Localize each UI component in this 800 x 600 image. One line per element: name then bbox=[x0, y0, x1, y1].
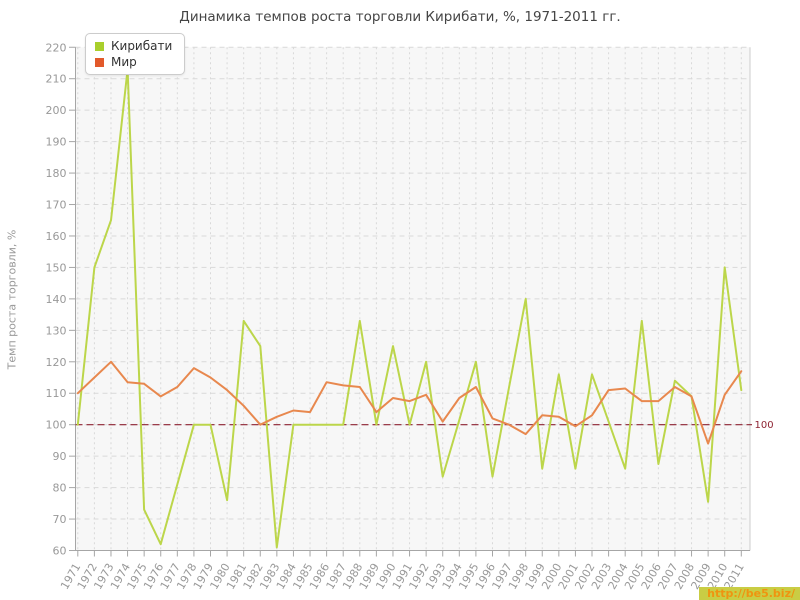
legend-swatch-icon bbox=[95, 41, 104, 51]
y-tick-label: 220 bbox=[46, 41, 67, 54]
chart-title: Динамика темпов роста торговли Кирибати,… bbox=[179, 9, 621, 25]
legend-swatch-icon bbox=[95, 57, 104, 67]
legend-item-0: Кирибати bbox=[95, 38, 172, 54]
y-tick-label: 120 bbox=[46, 356, 67, 369]
y-axis-title: Темп роста торговли, % bbox=[5, 229, 19, 370]
y-tick-label: 200 bbox=[46, 104, 67, 117]
y-tick-label: 180 bbox=[46, 167, 67, 180]
y-tick-label: 160 bbox=[46, 230, 67, 243]
y-tick-label: 130 bbox=[46, 324, 67, 337]
y-tick-label: 170 bbox=[46, 199, 67, 212]
watermark: http://be5.biz/ bbox=[699, 587, 800, 600]
legend: Кирибати Мир bbox=[85, 33, 186, 75]
legend-item-1: Мир bbox=[95, 54, 172, 70]
y-tick-label: 60 bbox=[53, 545, 67, 558]
legend-label: Кирибати bbox=[111, 39, 173, 53]
y-tick-label: 110 bbox=[46, 387, 67, 400]
y-tick-label: 100 bbox=[46, 419, 67, 432]
y-tick-label: 80 bbox=[53, 482, 67, 495]
legend-label: Мир bbox=[111, 55, 137, 69]
y-tick-label: 140 bbox=[46, 293, 67, 306]
y-tick-label: 90 bbox=[53, 450, 67, 463]
y-tick-label: 210 bbox=[46, 73, 67, 86]
y-tick-label: 190 bbox=[46, 136, 67, 149]
y-tick-label: 150 bbox=[46, 261, 67, 274]
reference-line-label: 100 bbox=[755, 420, 774, 431]
y-tick-label: 70 bbox=[53, 513, 67, 526]
kiribati-line bbox=[76, 68, 743, 549]
mir-line bbox=[76, 360, 743, 445]
